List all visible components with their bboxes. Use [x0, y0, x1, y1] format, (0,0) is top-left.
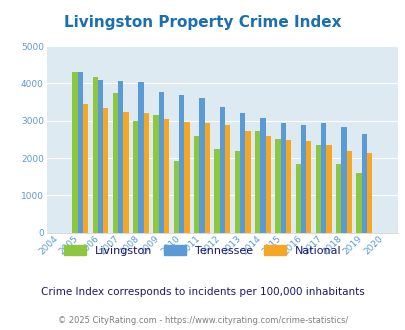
Bar — [265, 136, 270, 233]
Bar — [214, 149, 219, 233]
Bar — [199, 98, 204, 233]
Bar — [239, 113, 245, 233]
Bar — [98, 80, 103, 233]
Bar — [143, 113, 149, 233]
Bar — [260, 118, 265, 233]
Bar — [179, 95, 184, 233]
Bar — [184, 122, 189, 233]
Bar — [219, 107, 224, 233]
Bar — [194, 136, 199, 233]
Text: Crime Index corresponds to incidents per 100,000 inhabitants: Crime Index corresponds to incidents per… — [41, 287, 364, 297]
Bar — [138, 82, 143, 233]
Bar — [335, 164, 341, 233]
Bar — [295, 164, 300, 233]
Bar — [366, 153, 371, 233]
Bar — [72, 72, 77, 233]
Bar — [164, 119, 169, 233]
Bar — [234, 150, 239, 233]
Bar — [92, 77, 98, 233]
Bar — [254, 131, 260, 233]
Text: © 2025 CityRating.com - https://www.cityrating.com/crime-statistics/: © 2025 CityRating.com - https://www.city… — [58, 316, 347, 325]
Bar — [103, 109, 108, 233]
Bar — [123, 112, 128, 233]
Bar — [315, 145, 320, 233]
Bar — [83, 104, 88, 233]
Bar — [118, 81, 123, 233]
Bar — [356, 173, 361, 233]
Bar — [341, 127, 346, 233]
Bar — [275, 139, 280, 233]
Bar — [173, 161, 179, 233]
Bar — [346, 150, 351, 233]
Bar — [245, 131, 250, 233]
Bar — [133, 121, 138, 233]
Legend: Livingston, Tennessee, National: Livingston, Tennessee, National — [60, 241, 345, 260]
Bar — [326, 145, 331, 233]
Bar — [224, 125, 230, 233]
Bar — [158, 92, 164, 233]
Text: Livingston Property Crime Index: Livingston Property Crime Index — [64, 15, 341, 30]
Bar — [300, 125, 305, 233]
Bar — [280, 123, 285, 233]
Bar — [153, 115, 158, 233]
Bar — [204, 123, 209, 233]
Bar — [285, 140, 290, 233]
Bar — [305, 141, 311, 233]
Bar — [320, 123, 326, 233]
Bar — [113, 93, 118, 233]
Bar — [361, 134, 366, 233]
Bar — [77, 72, 83, 233]
